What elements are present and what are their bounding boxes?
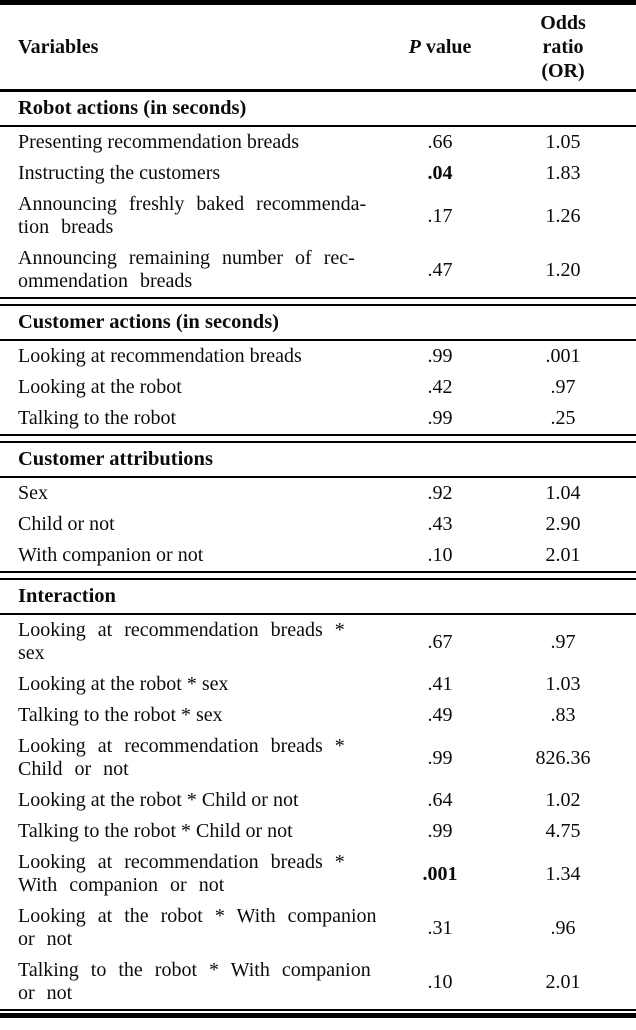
- odds-ratio-cell: 826.36: [535, 746, 591, 769]
- table-row: Presenting recommendation breads .66 1.0…: [0, 127, 636, 158]
- table-row: Looking at the robot * sex .41 1.03: [0, 669, 636, 700]
- p-value-cell: .10: [427, 970, 453, 993]
- table-row: Talking to the robot * With companion or…: [0, 955, 636, 1009]
- variable-cell: Sex: [18, 482, 48, 504]
- odds-ratio-cell: 1.20: [545, 258, 581, 281]
- p-value-cell: .99: [427, 820, 453, 842]
- odds-ratio-cell: 1.05: [545, 131, 581, 153]
- p-value-cell: .31: [427, 916, 453, 939]
- p-value-cell: .64: [427, 789, 453, 811]
- p-value-cell: .10: [427, 544, 453, 566]
- odds-ratio-cell: 1.26: [545, 204, 581, 227]
- variable-cell: Looking at the robot * Child or not: [18, 789, 299, 811]
- table-row: Looking at recommendation breads * sex .…: [0, 615, 636, 669]
- section-rows: Sex .92 1.04 Child or not .43 2.90 With …: [0, 478, 636, 573]
- section-header: Robot actions (in seconds): [0, 92, 636, 127]
- section-rows: Looking at recommendation breads .99 .00…: [0, 341, 636, 436]
- top-rule: [0, 0, 636, 5]
- odds-ratio-cell: 1.83: [545, 162, 581, 184]
- variable-cell: Looking at recommendation breads: [18, 345, 302, 367]
- variable-cell: Talking to the robot * With companion or…: [18, 959, 371, 1004]
- section-rows: Looking at recommendation breads * sex .…: [0, 615, 636, 1011]
- variable-cell: Talking to the robot: [18, 407, 177, 429]
- section-header: Customer attributions: [0, 441, 636, 478]
- p-value-cell: .66: [427, 131, 453, 153]
- variable-cell: Child or not: [18, 513, 115, 535]
- p-value-cell: .41: [427, 673, 453, 695]
- table-row: Looking at the robot .42 .97: [0, 372, 636, 403]
- table-row: Talking to the robot * sex .49 .83: [0, 700, 636, 731]
- column-header-odds-ratio: Odds ratio (OR): [540, 12, 586, 82]
- p-value-cell: .42: [427, 376, 453, 398]
- section-header: Customer actions (in seconds): [0, 304, 636, 341]
- p-value-cell: .17: [427, 204, 453, 227]
- table-row: Looking at the robot * With companion or…: [0, 901, 636, 955]
- variable-cell: Presenting recommendation breads: [18, 131, 300, 153]
- odds-ratio-cell: .83: [550, 704, 576, 726]
- odds-ratio-cell: .97: [550, 376, 576, 398]
- p-value-cell: .99: [427, 746, 453, 769]
- bottom-rule: [0, 1013, 636, 1018]
- p-value-cell: .04: [427, 162, 453, 184]
- odds-ratio-cell: 2.01: [545, 970, 581, 993]
- section-rows: Presenting recommendation breads .66 1.0…: [0, 127, 636, 299]
- p-value-cell: .47: [427, 258, 453, 281]
- variable-cell: Instructing the customers: [18, 162, 221, 184]
- variable-cell: Talking to the robot * sex: [18, 704, 223, 726]
- table-row: Looking at recommendation breads .99 .00…: [0, 341, 636, 372]
- variable-cell: With companion or not: [18, 544, 204, 566]
- odds-ratio-cell: 4.75: [545, 820, 581, 842]
- section-header: Interaction: [0, 578, 636, 615]
- p-value-cell: .67: [427, 630, 453, 653]
- table-section: Customer actions (in seconds) Looking at…: [0, 304, 636, 436]
- p-value-label-rest: value: [425, 35, 472, 58]
- table-row: Looking at recommendation breads * With …: [0, 847, 636, 901]
- table-section: Customer attributions Sex .92 1.04 Child…: [0, 441, 636, 573]
- odds-ratio-cell: .96: [550, 916, 576, 939]
- column-header-variables: Variables: [18, 35, 99, 58]
- table-row: Child or not .43 2.90: [0, 509, 636, 540]
- table-row: Announcing freshly baked recommenda- tio…: [0, 189, 636, 243]
- variable-cell: Looking at recommendation breads * With …: [18, 851, 345, 896]
- variable-cell: Announcing remaining number of rec- omme…: [18, 247, 355, 292]
- table-row: Looking at the robot * Child or not .64 …: [0, 785, 636, 816]
- table-section: Interaction Looking at recommendation br…: [0, 578, 636, 1011]
- odds-ratio-cell: 1.04: [545, 482, 581, 504]
- variable-cell: Looking at recommendation breads * Child…: [18, 735, 345, 780]
- odds-ratio-cell: .25: [550, 407, 576, 429]
- variable-cell: Announcing freshly baked recommenda- tio…: [18, 193, 367, 238]
- table-row: Instructing the customers .04 1.83: [0, 158, 636, 189]
- odds-ratio-cell: 1.02: [545, 789, 581, 811]
- odds-ratio-cell: 1.34: [545, 862, 581, 885]
- table-row: Announcing remaining number of rec- omme…: [0, 243, 636, 297]
- odds-ratio-cell: 1.03: [545, 673, 581, 695]
- table-section: Robot actions (in seconds) Presenting re…: [0, 92, 636, 299]
- p-value-cell: .001: [422, 862, 458, 885]
- variable-cell: Looking at the robot: [18, 376, 182, 398]
- p-value-cell: .49: [427, 704, 453, 726]
- p-value-cell: .99: [427, 345, 453, 367]
- p-value-cell: .43: [427, 513, 453, 535]
- odds-ratio-cell: 2.01: [545, 544, 581, 566]
- odds-ratio-cell: .001: [545, 345, 581, 367]
- table-row: With companion or not .10 2.01: [0, 540, 636, 571]
- variable-cell: Looking at the robot * With companion or…: [18, 905, 377, 950]
- variable-cell: Looking at recommendation breads * sex: [18, 619, 345, 664]
- table-row: Talking to the robot .99 .25: [0, 403, 636, 434]
- variable-cell: Looking at the robot * sex: [18, 673, 229, 695]
- table-row: Sex .92 1.04: [0, 478, 636, 509]
- variable-cell: Talking to the robot * Child or not: [18, 820, 293, 842]
- p-value-cell: .92: [427, 482, 453, 504]
- table-row: Looking at recommendation breads * Child…: [0, 731, 636, 785]
- table-body: Robot actions (in seconds) Presenting re…: [0, 92, 636, 1011]
- odds-ratio-cell: .97: [550, 630, 576, 653]
- odds-ratio-cell: 2.90: [545, 513, 581, 535]
- table-row: Talking to the robot * Child or not .99 …: [0, 816, 636, 847]
- p-value-cell: .99: [427, 407, 453, 429]
- p-value-italic-letter: P: [408, 35, 421, 58]
